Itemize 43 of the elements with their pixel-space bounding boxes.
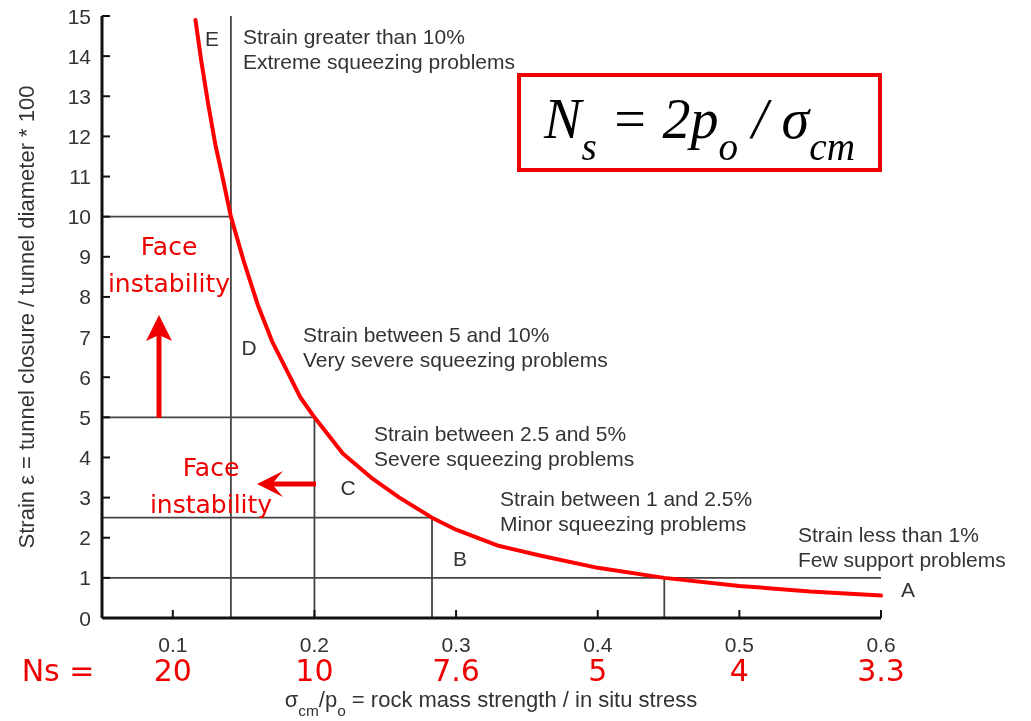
annotation: Strain between 2.5 and 5% Severe squeezing problems (374, 421, 635, 469)
x-tick-label: 0.5 (724, 633, 754, 656)
y-tick-label: 9 (79, 245, 91, 269)
annotation: E (204, 26, 220, 50)
annotation: B (452, 546, 468, 570)
text: 3.3 (857, 653, 905, 688)
text: Ns = (21, 653, 95, 688)
y-tick-label: 13 (67, 84, 91, 108)
y-tick-label: 5 (79, 405, 91, 429)
x-tick-label: 0.2 (299, 633, 330, 656)
y-tick-label: 11 (69, 165, 91, 189)
text: 5 (588, 653, 608, 688)
text: 20 (153, 653, 192, 688)
y-tick-label: 12 (67, 124, 91, 148)
x-tick-label: 0.1 (158, 633, 188, 656)
annotation: Strain between 5 and 10% Very severe squeezing problems (303, 322, 608, 370)
x-tick-label: 0.4 (583, 633, 613, 656)
x-tick-label: 0.6 (866, 633, 896, 656)
y-axis-title: Strain ε = tunnel closure / tunnel diameter * 100 (14, 85, 39, 549)
annotation: Strain greater than 10% Extreme squeezing problems (243, 24, 515, 72)
annotation: C (340, 475, 356, 499)
x-tick-label: 0.3 (441, 633, 471, 656)
annotation: Strain between 1 and 2.5% Minor squeezing problems (500, 486, 753, 534)
y-tick-label: 3 (79, 486, 91, 510)
y-tick-label: 7 (79, 325, 91, 349)
y-tick-label: 15 (67, 4, 91, 28)
annotation: Face instability (107, 231, 231, 297)
y-tick-label: 10 (67, 205, 91, 229)
y-tick-label: 0 (79, 606, 91, 630)
y-tick-label: 4 (79, 445, 92, 469)
text: 10 (295, 653, 334, 688)
annotation: D (241, 335, 257, 359)
text: 4 (729, 653, 749, 688)
x-axis-title: σ$_{cm}$/p$_{o}$ = rock mass strength / in situ stress (284, 687, 698, 719)
text: 7.6 (432, 653, 480, 688)
annotation: A (901, 578, 916, 602)
y-tick-label: 8 (79, 285, 91, 309)
y-tick-label: 2 (79, 526, 91, 550)
y-tick-label: 14 (67, 44, 92, 68)
annotation: Strain less than 1% Few support problems (798, 522, 1006, 570)
annotation: N$_{s}$ = 2p$_{o}$ / σ$_{cm}$ (543, 88, 855, 168)
y-tick-label: 1 (79, 566, 91, 590)
y-tick-label: 6 (79, 365, 91, 389)
